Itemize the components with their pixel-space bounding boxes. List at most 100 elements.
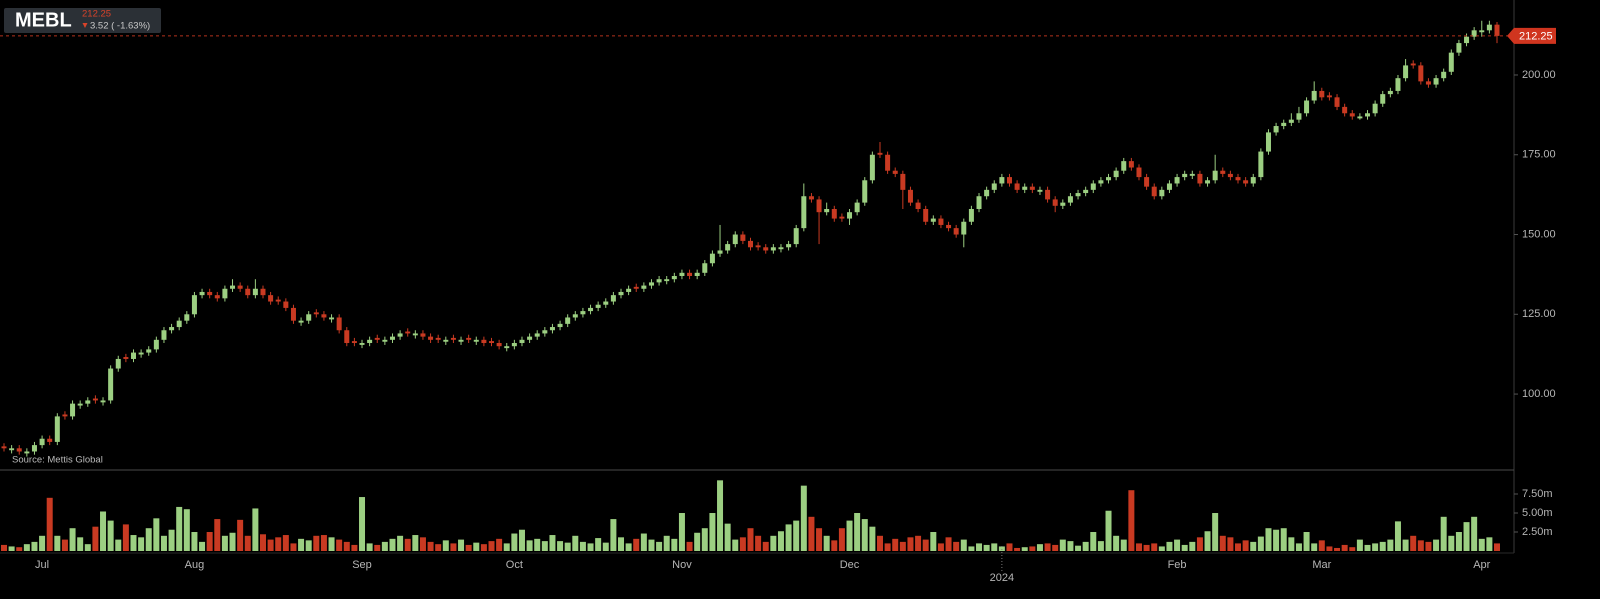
volume-bar xyxy=(381,541,388,551)
candle-body xyxy=(313,312,319,315)
volume-bar xyxy=(61,539,68,551)
y-tick-label: 150.00 xyxy=(1522,228,1556,240)
candle-body xyxy=(1288,119,1294,123)
candle-body xyxy=(816,199,822,213)
candle-body xyxy=(770,247,776,251)
candle-body xyxy=(755,245,761,248)
volume-bar xyxy=(541,541,548,551)
candle-body xyxy=(1227,173,1233,178)
volume-bar xyxy=(838,528,845,551)
volume-bar xyxy=(1128,490,1135,551)
volume-bar xyxy=(915,535,922,551)
y-tick-label: 200.00 xyxy=(1522,69,1556,81)
volume-bar xyxy=(419,537,426,551)
volume-bar xyxy=(1090,532,1097,551)
candle-body xyxy=(1471,30,1477,37)
candle-body xyxy=(1433,78,1439,85)
candle-body xyxy=(641,285,647,289)
candle-body xyxy=(115,358,121,369)
volume-bar xyxy=(1433,539,1440,551)
volume-bar xyxy=(84,544,91,551)
volume-bar xyxy=(1250,541,1257,551)
candle-body xyxy=(176,320,182,328)
volume-bar xyxy=(678,513,685,551)
candle-body xyxy=(892,170,898,174)
volume-bar xyxy=(793,520,800,551)
volume-bar xyxy=(1478,538,1485,551)
candle-body xyxy=(184,314,190,321)
volume-bar xyxy=(747,528,754,551)
candle-body xyxy=(230,285,236,289)
volume-bar xyxy=(1174,539,1181,551)
candle-body xyxy=(153,339,159,350)
candle-body xyxy=(900,173,906,190)
candle-body xyxy=(108,368,114,401)
volume-bar xyxy=(1471,516,1478,551)
candle-body xyxy=(77,403,83,406)
volume-bar xyxy=(610,519,617,551)
candle-body xyxy=(1258,151,1264,178)
down-arrow-icon xyxy=(82,23,88,28)
candle-body xyxy=(458,339,464,342)
volume-bar xyxy=(1014,547,1021,551)
candle-body xyxy=(1113,170,1119,178)
candle-body xyxy=(1189,173,1195,176)
candle-body xyxy=(961,221,967,235)
volume-bar xyxy=(640,533,647,551)
candle-body xyxy=(984,189,990,197)
candle-body xyxy=(481,339,487,344)
volume-bar xyxy=(846,520,853,551)
candle-body xyxy=(862,180,868,203)
candle-body xyxy=(1250,177,1256,184)
volume-bar xyxy=(1341,544,1348,551)
candle-body xyxy=(839,216,845,219)
header-change: 3.52 ( -1.63%) xyxy=(90,21,150,32)
x-tick-label: 2024 xyxy=(990,572,1014,584)
volume-bar xyxy=(328,537,335,551)
volume-bar xyxy=(1219,535,1226,551)
candle-body xyxy=(39,438,45,446)
candle-body xyxy=(740,234,746,241)
candle-body xyxy=(1342,106,1348,114)
candle-body xyxy=(1243,180,1249,184)
volume-bar xyxy=(968,546,975,551)
volume-bar xyxy=(366,543,373,551)
candle-body xyxy=(1273,126,1279,133)
candle-body xyxy=(1387,90,1393,95)
candle-body xyxy=(412,333,418,336)
candle-body xyxy=(1380,94,1386,104)
candle-body xyxy=(877,152,883,155)
candle-body xyxy=(1067,196,1073,203)
candle-body xyxy=(565,317,571,324)
volume-bar xyxy=(183,509,190,551)
volume-bar xyxy=(625,543,632,551)
candle-body xyxy=(382,339,388,342)
volume-bar xyxy=(1075,545,1082,551)
candle-body xyxy=(252,288,258,296)
volume-bar xyxy=(1181,544,1188,551)
volume-bar xyxy=(1334,547,1341,551)
volume-bar xyxy=(701,528,708,551)
volume-bar xyxy=(1235,543,1242,551)
candle-body xyxy=(420,333,426,337)
volume-bar xyxy=(648,539,655,551)
candle-body xyxy=(351,341,357,344)
y-tick-label: 125.00 xyxy=(1522,308,1556,320)
candle-body xyxy=(344,330,350,344)
candle-body xyxy=(329,317,335,320)
candle-body xyxy=(1220,170,1226,174)
candle-body xyxy=(1144,177,1150,187)
candle-body xyxy=(268,295,274,302)
candle-body xyxy=(1121,161,1127,171)
volume-bar xyxy=(23,544,30,551)
volume-bar xyxy=(945,537,952,551)
candle-body xyxy=(9,448,15,451)
volume-bar xyxy=(488,541,495,551)
candle-body xyxy=(1326,95,1332,98)
candle-body xyxy=(1166,183,1172,190)
volume-bar xyxy=(1158,546,1165,551)
volume-bar xyxy=(1166,541,1173,551)
candle-body xyxy=(16,448,22,452)
candle-body xyxy=(732,234,738,245)
candle-body xyxy=(1006,177,1012,184)
